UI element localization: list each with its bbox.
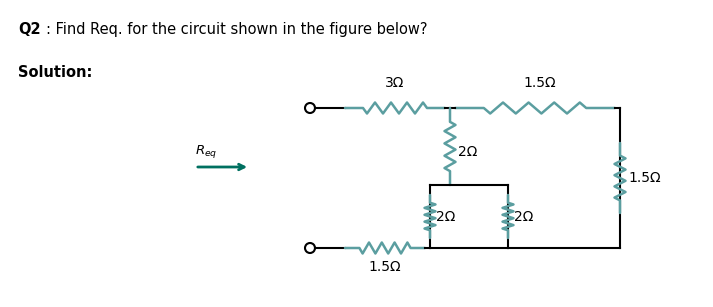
Text: 1.5Ω: 1.5Ω <box>628 171 661 185</box>
Text: 1.5Ω: 1.5Ω <box>523 76 556 90</box>
Text: 2Ω: 2Ω <box>436 209 456 223</box>
Text: Q2: Q2 <box>18 22 41 37</box>
Text: 2Ω: 2Ω <box>514 209 533 223</box>
Text: 2Ω: 2Ω <box>458 145 478 158</box>
Text: : Find Req. for the circuit shown in the figure below?: : Find Req. for the circuit shown in the… <box>46 22 428 37</box>
Text: Solution:: Solution: <box>18 65 93 80</box>
Text: $R_{eq}$: $R_{eq}$ <box>195 143 217 160</box>
Text: 3Ω: 3Ω <box>385 76 405 90</box>
Text: 1.5Ω: 1.5Ω <box>369 260 401 274</box>
